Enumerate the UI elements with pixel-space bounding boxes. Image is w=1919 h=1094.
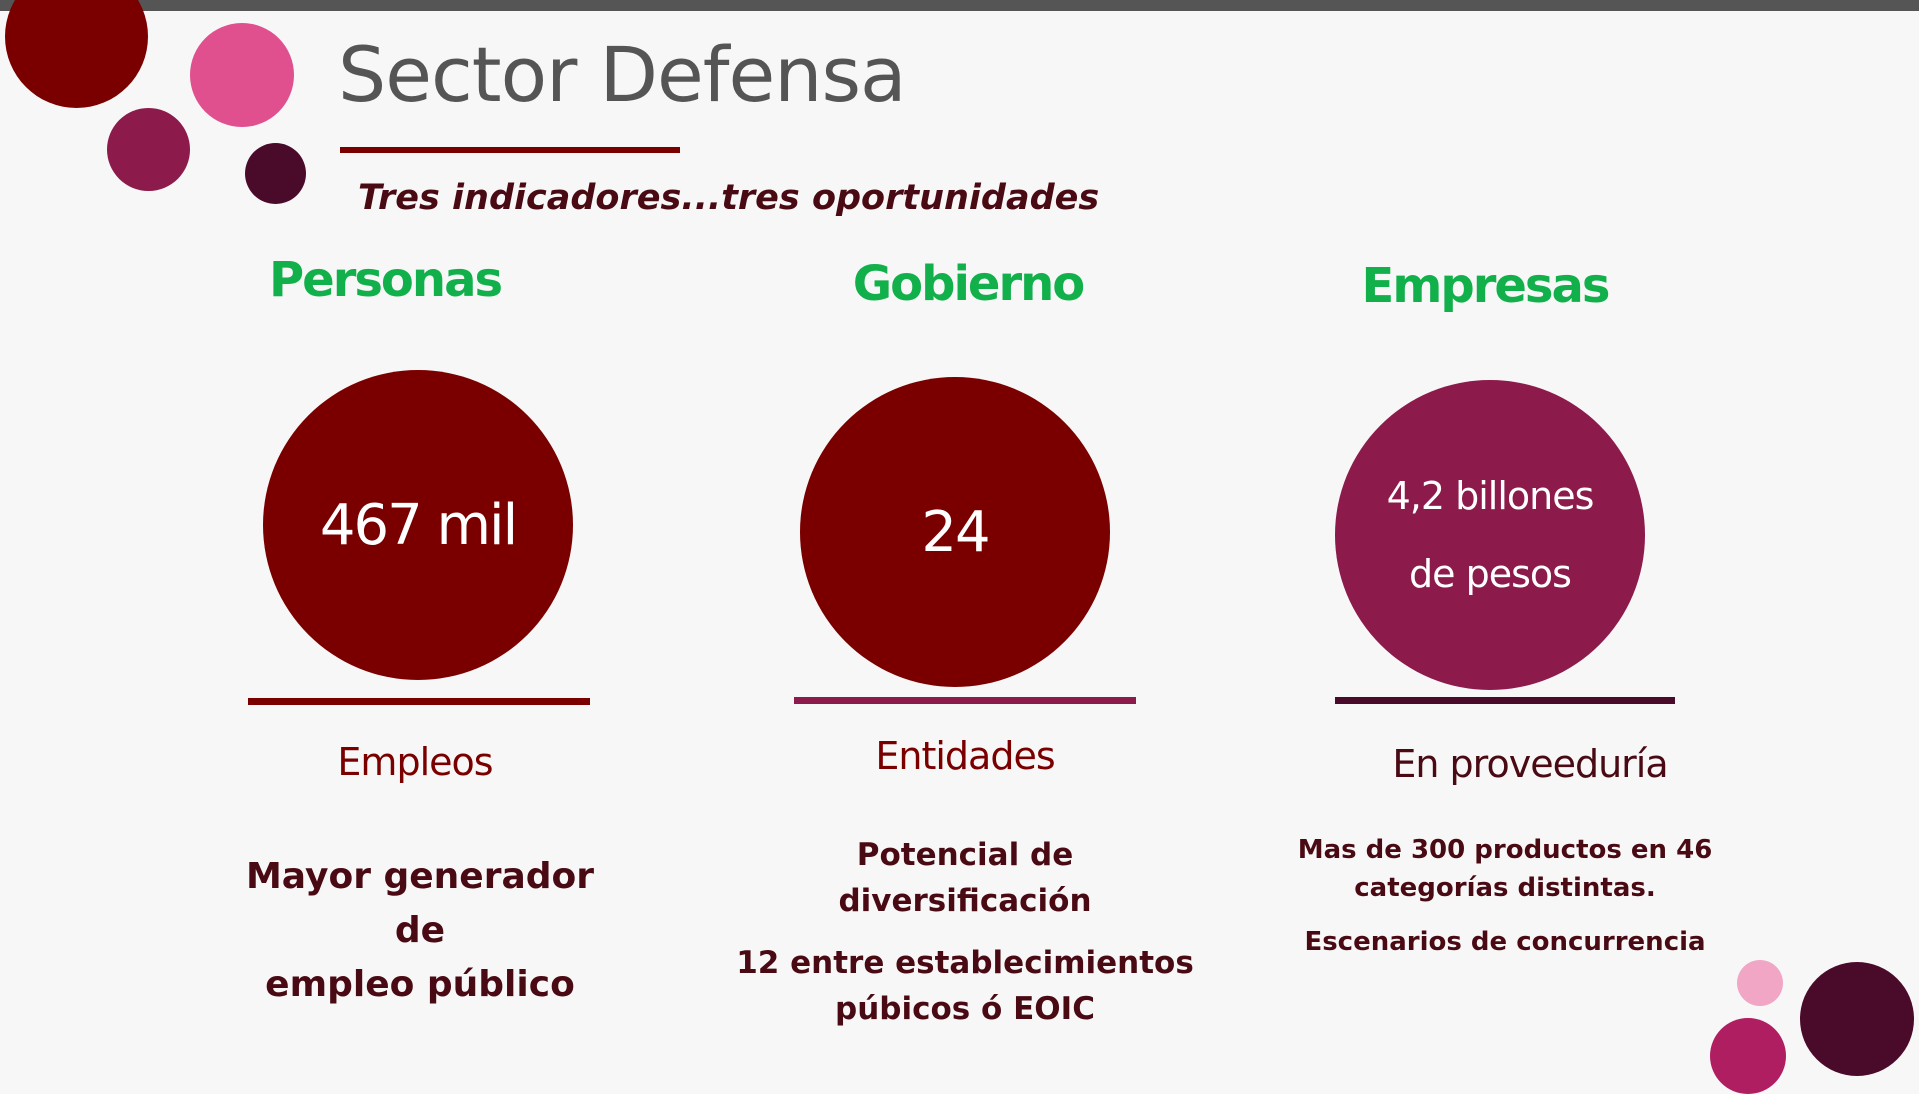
description-line: categorías distintas.: [1354, 873, 1656, 903]
indicator-rule: [248, 698, 590, 705]
decor-circle-dark-plum: [1800, 962, 1914, 1076]
indicator-description: Potencial de diversificación 12 entre es…: [730, 832, 1200, 1032]
indicator-description: Mas de 300 productos en 46 categorías di…: [1295, 831, 1715, 961]
page-title: Sector Defensa: [338, 30, 907, 119]
description-line: 12 entre establecimientos: [736, 945, 1194, 981]
column-personas: Personas 467 mil Empleos Mayor generador…: [225, 0, 615, 1080]
description-line: Potencial de diversificación: [838, 837, 1092, 919]
description-line: Mayor generador de: [245, 856, 595, 951]
description-line: Escenarios de concurrencia: [1304, 927, 1706, 957]
indicator-rule: [1335, 697, 1675, 704]
decor-circle-light-pink: [1737, 960, 1783, 1006]
indicator-circle: 24: [800, 377, 1110, 687]
page-subtitle: Tres indicadores...tres oportunidades: [358, 178, 1100, 218]
column-gobierno: Gobierno 24 Entidades Potencial de diver…: [730, 0, 1200, 1080]
description-line: púbicos ó EOIC: [835, 991, 1095, 1027]
description-line: empleo público: [265, 964, 575, 1005]
indicator-description: Mayor generador de empleo público: [225, 850, 615, 1012]
indicator-value-line: de pesos: [1409, 552, 1572, 596]
indicator-circle: 4,2 billones de pesos: [1335, 380, 1645, 690]
decor-circle-magenta: [1710, 1018, 1786, 1094]
category-title: Empresas: [1361, 258, 1611, 314]
decor-circle-plum: [107, 108, 190, 191]
top-bar: [0, 0, 1919, 11]
decor-circle-maroon: [5, 0, 148, 108]
title-underline: [340, 147, 680, 153]
column-empresas: Empresas 4,2 billones de pesos En provee…: [1295, 0, 1715, 1080]
indicator-label: Empleos: [337, 740, 493, 784]
indicator-value: 24: [921, 499, 990, 565]
indicator-label: Entidades: [875, 734, 1055, 778]
decor-circle-dark: [245, 143, 306, 204]
indicator-circle: 467 mil: [263, 370, 573, 680]
indicator-rule: [794, 697, 1136, 704]
decor-circle-pink: [190, 23, 294, 127]
indicator-value: 467 mil: [319, 492, 518, 558]
indicator-value-line: 4,2 billones: [1386, 474, 1595, 518]
category-title: Personas: [268, 252, 503, 308]
category-title: Gobierno: [852, 256, 1086, 312]
indicator-label: En proveeduría: [1392, 742, 1668, 786]
description-line: Mas de 300 productos en 46: [1297, 835, 1713, 865]
